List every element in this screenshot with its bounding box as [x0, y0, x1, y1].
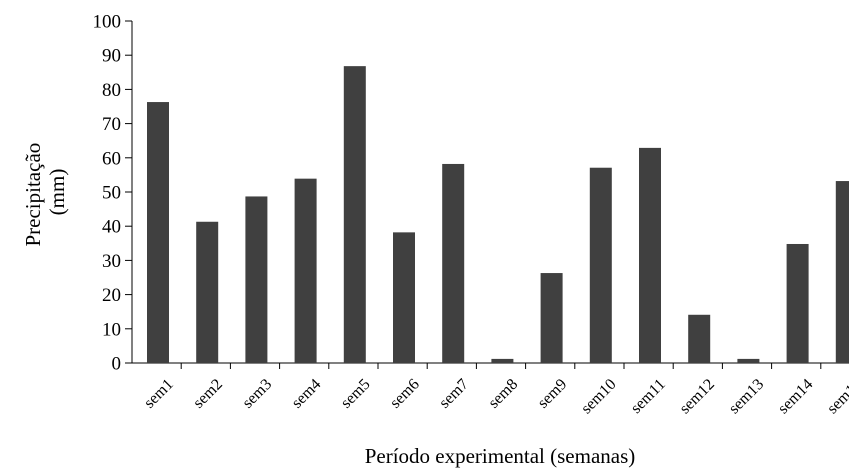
- bar-sem15: [835, 181, 849, 363]
- x-tick-label: sem14: [775, 376, 817, 418]
- x-tick-label: sem7: [436, 376, 472, 412]
- x-tick-label: sem10: [578, 376, 620, 418]
- y-ticks: 0 10 20 30 40 50 60 70 80 90 100: [93, 12, 132, 375]
- y-tick-label: 80: [102, 80, 121, 101]
- y-axis: 0 10 20 30 40 50 60 70 80 90 100: [93, 12, 133, 375]
- y-axis-title-line-2: (mm): [45, 169, 69, 216]
- bar-sem5: [343, 66, 366, 364]
- bar-sem11: [639, 147, 661, 363]
- y-tick-label: 50: [102, 183, 121, 204]
- x-tick-label: sem11: [628, 376, 669, 417]
- bar-sem2: [196, 221, 219, 363]
- y-tick-label: 30: [102, 251, 121, 272]
- x-axis-title: Período experimental (semanas): [365, 444, 636, 468]
- bar-sem14: [786, 243, 809, 363]
- bar-sem9: [540, 273, 563, 363]
- y-tick-label: 100: [93, 12, 122, 33]
- x-tick-label: sem12: [676, 376, 718, 418]
- x-tick-label: sem9: [535, 376, 571, 412]
- bar-sem1: [147, 102, 169, 363]
- bar-sem7: [442, 163, 465, 363]
- y-axis-title: Precipitação (mm): [21, 137, 69, 246]
- x-tick-label: sem1: [141, 376, 177, 412]
- bar-sem8: [491, 358, 514, 363]
- x-ticks: sem1 sem2 sem3 sem4 sem5 sem6 sem7 sem8 sem9 sem1…: [141, 363, 849, 417]
- x-axis: sem1 sem2 sem3 sem4 sem5 sem6 sem7 sem8 sem9 sem1…: [132, 362, 849, 417]
- bar-sem10: [589, 167, 612, 363]
- bar-sem13: [737, 358, 760, 363]
- bar-sem3: [245, 196, 268, 363]
- x-tick-label: sem3: [239, 376, 275, 412]
- y-tick-label: 90: [102, 46, 121, 67]
- y-tick-label: 10: [102, 319, 121, 340]
- x-tick-label: sem5: [338, 376, 374, 412]
- bar-sem4: [294, 178, 317, 363]
- bars: [147, 66, 849, 364]
- y-tick-label: 20: [102, 285, 121, 306]
- bar-sem12: [688, 314, 711, 363]
- x-tick-label: sem4: [289, 376, 325, 412]
- y-axis-title-line-1: Precipitação: [21, 143, 45, 247]
- y-tick-label: 60: [102, 148, 121, 169]
- x-tick-label: sem13: [726, 376, 768, 418]
- x-tick-label: sem2: [190, 376, 226, 412]
- x-tick-label: sem8: [485, 376, 521, 412]
- y-tick-label: 40: [102, 217, 121, 238]
- y-tick-label: 0: [112, 354, 122, 375]
- x-tick-label: sem15: [824, 376, 849, 418]
- x-tick-label: sem6: [387, 376, 423, 412]
- y-tick-label: 70: [102, 114, 121, 135]
- bar-sem6: [393, 232, 415, 363]
